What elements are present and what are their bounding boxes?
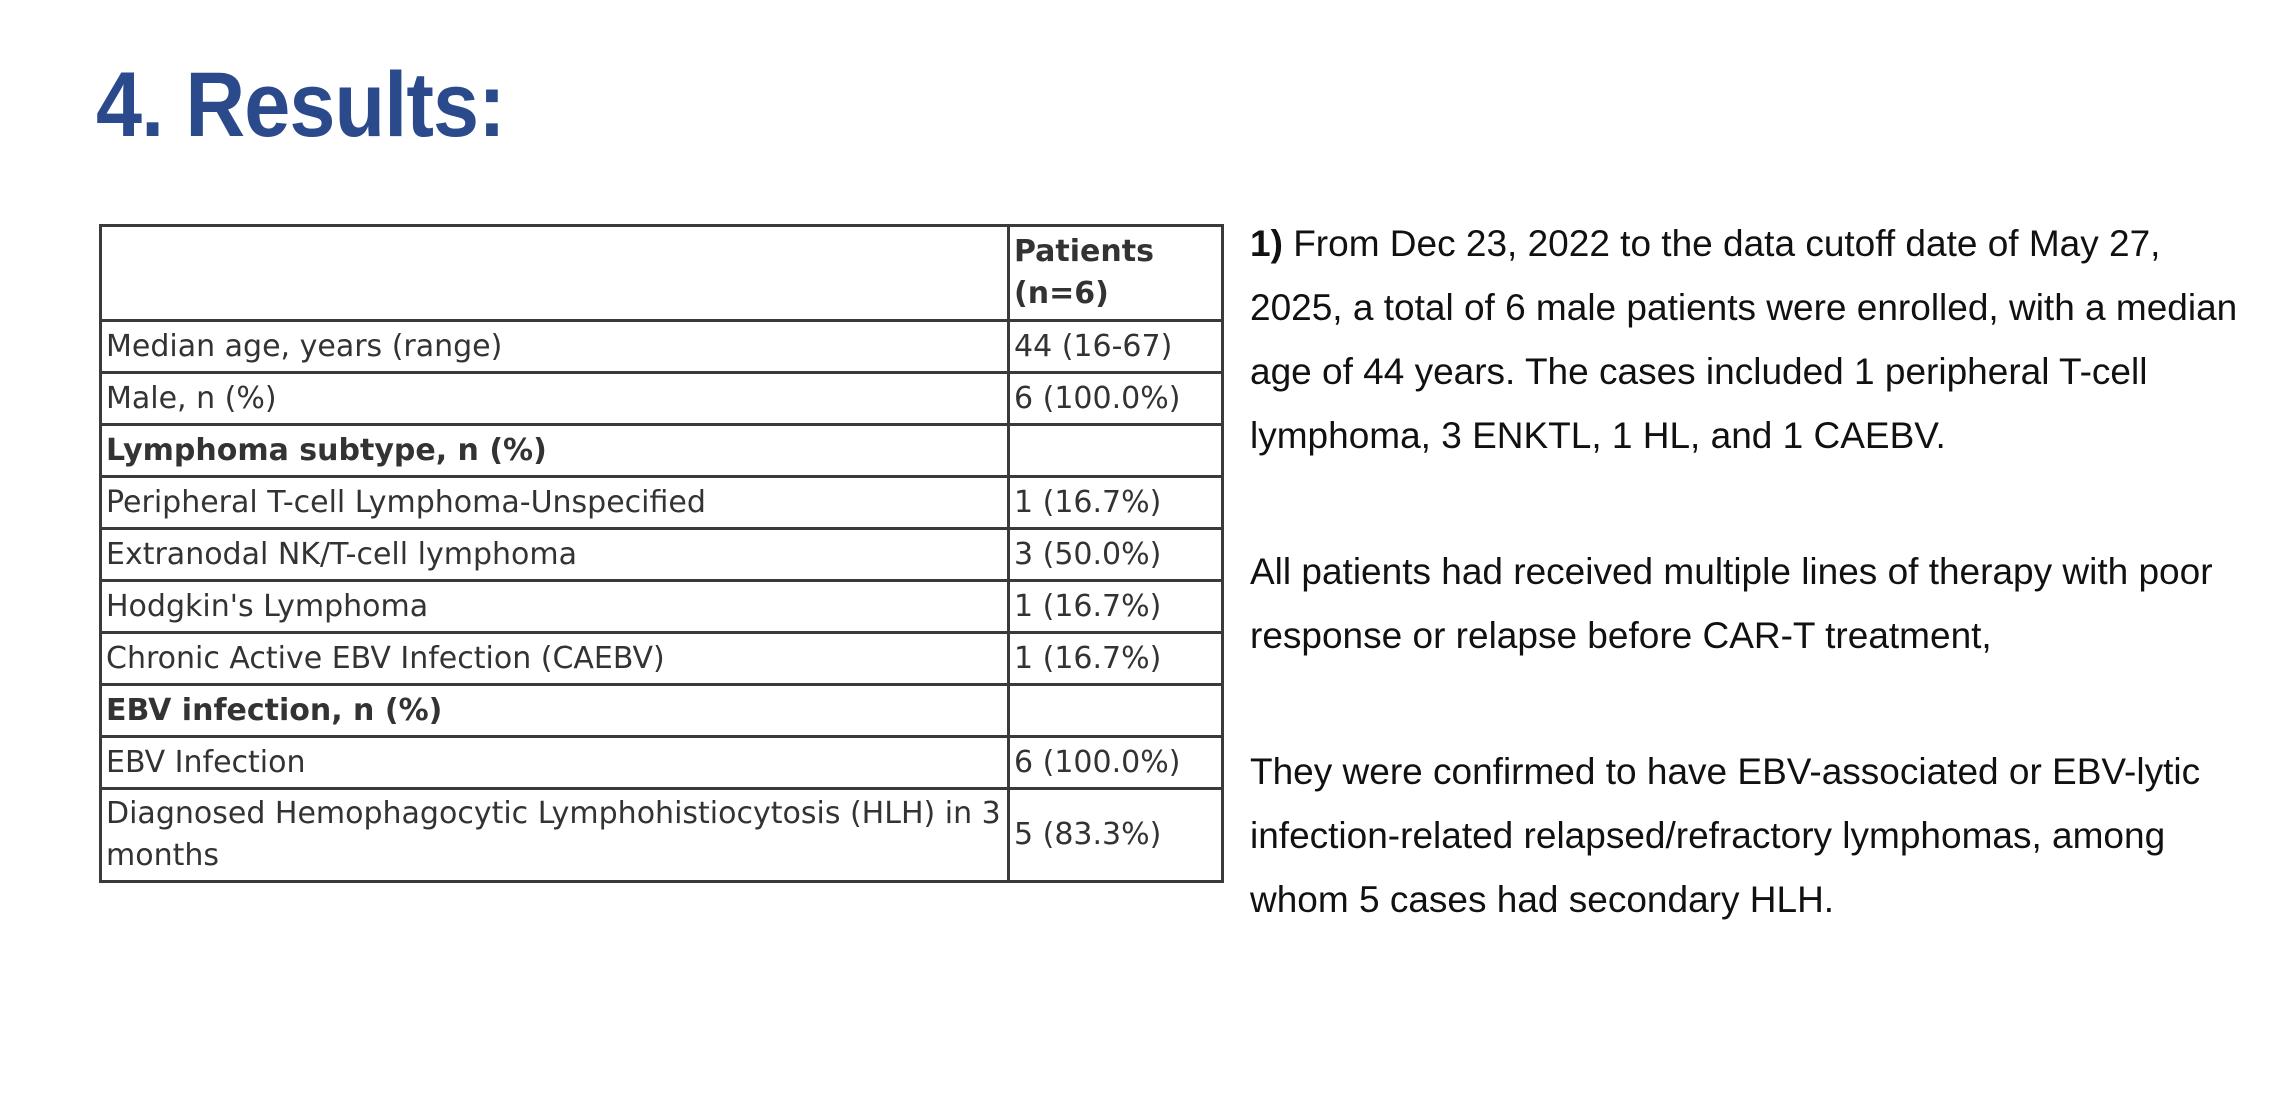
row-value: 5 (83.3%) xyxy=(1007,787,1224,883)
paragraph-body: From Dec 23, 2022 to the data cutoff dat… xyxy=(1250,223,2238,456)
table-row: Diagnosed Hemophagocytic Lymphohistiocyt… xyxy=(99,787,1224,883)
table-row: Peripheral T-cell Lymphoma-Unspecified 1… xyxy=(99,475,1224,530)
section-label: Lymphoma subtype, n (%) xyxy=(99,423,1010,478)
row-value: 3 (50.0%) xyxy=(1007,527,1224,582)
row-value: 6 (100.0%) xyxy=(1007,371,1224,426)
table-row: Male, n (%) 6 (100.0%) xyxy=(99,371,1224,426)
row-label: Chronic Active EBV Infection (CAEBV) xyxy=(99,631,1010,686)
page-title: 4. Results: xyxy=(96,54,506,156)
row-label: Extranodal NK/T-cell lymphoma xyxy=(99,527,1010,582)
row-label: EBV Infection xyxy=(99,735,1010,790)
table-row: Chronic Active EBV Infection (CAEBV) 1 (… xyxy=(99,631,1224,686)
row-value: 1 (16.7%) xyxy=(1007,579,1224,634)
row-label: Diagnosed Hemophagocytic Lymphohistiocyt… xyxy=(99,787,1010,883)
row-label: Median age, years (range) xyxy=(99,319,1010,374)
paragraph-prior-therapy: All patients had received multiple lines… xyxy=(1250,551,2213,656)
row-value: 1 (16.7%) xyxy=(1007,631,1224,686)
row-value: 6 (100.0%) xyxy=(1007,735,1224,790)
row-label: Peripheral T-cell Lymphoma-Unspecified xyxy=(99,475,1010,530)
demographics-table: Patients (n=6) Median age, years (range)… xyxy=(99,224,1224,883)
paragraph-number: 1) xyxy=(1250,223,1283,264)
header-empty-cell xyxy=(99,224,1010,322)
demographics-table-container: Patients (n=6) Median age, years (range)… xyxy=(99,224,1224,883)
paragraph-enrollment: 1) From Dec 23, 2022 to the data cutoff … xyxy=(1250,212,2250,468)
row-value: 44 (16-67) xyxy=(1007,319,1224,374)
table-row: EBV Infection 6 (100.0%) xyxy=(99,735,1224,790)
row-value: 1 (16.7%) xyxy=(1007,475,1224,530)
table-header-row: Patients (n=6) xyxy=(99,224,1224,322)
row-value xyxy=(1007,423,1224,478)
results-text: 1) From Dec 23, 2022 to the data cutoff … xyxy=(1250,212,2250,1004)
header-patients-label: Patients xyxy=(1014,234,1154,269)
table-row: Hodgkin's Lymphoma 1 (16.7%) xyxy=(99,579,1224,634)
row-label: Hodgkin's Lymphoma xyxy=(99,579,1010,634)
section-label: EBV infection, n (%) xyxy=(99,683,1010,738)
row-value xyxy=(1007,683,1224,738)
table-section-row: Lymphoma subtype, n (%) xyxy=(99,423,1224,478)
header-patients-cell: Patients (n=6) xyxy=(1007,224,1224,322)
table-section-row: EBV infection, n (%) xyxy=(99,683,1224,738)
row-label: Male, n (%) xyxy=(99,371,1010,426)
table-row: Extranodal NK/T-cell lymphoma 3 (50.0%) xyxy=(99,527,1224,582)
header-patients-count: (n=6) xyxy=(1014,276,1109,311)
table-row: Median age, years (range) 44 (16-67) xyxy=(99,319,1224,374)
paragraph-ebv-hlh: They were confirmed to have EBV-associat… xyxy=(1250,751,2201,920)
